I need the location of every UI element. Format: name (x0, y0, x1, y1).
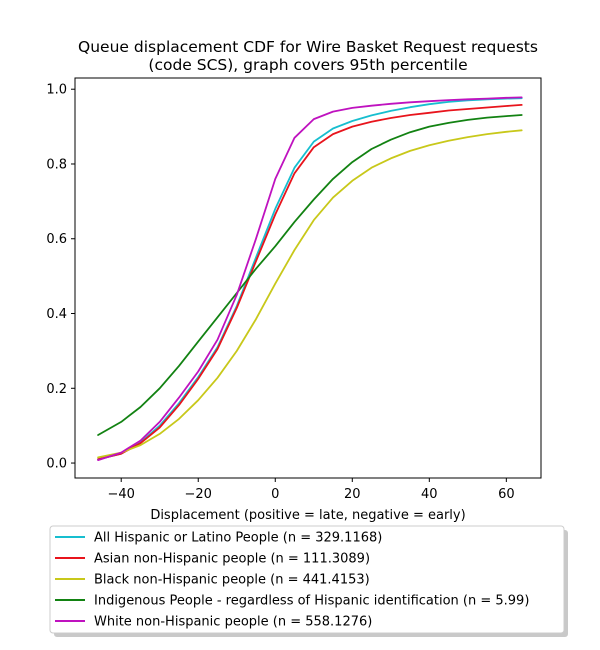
x-tick-label: −20 (185, 487, 212, 502)
legend-label-4: Indigenous People - regardless of Hispan… (94, 594, 529, 609)
legend-label-5: White non-Hispanic people (n = 558.1276) (94, 615, 372, 630)
legend: All Hispanic or Latino People (n = 329.1… (49, 525, 568, 637)
x-tick-label: 60 (498, 487, 515, 502)
series-line-4 (97, 114, 523, 436)
y-tick-label: 0.6 (46, 232, 67, 247)
series-line-2 (97, 104, 523, 461)
y-tick-label: 0.8 (46, 157, 67, 172)
y-axis-ticks: 0.0 0.2 0.4 0.6 0.8 1.0 (46, 83, 75, 472)
chart-subtitle: (code SCS), graph covers 95th percentile (148, 56, 467, 74)
legend-label-3: Black non-Hispanic people (n = 441.4153) (94, 573, 370, 588)
y-tick-label: 0.0 (46, 457, 67, 472)
x-tick-label: 40 (421, 487, 438, 502)
y-tick-label: 1.0 (46, 83, 67, 98)
legend-box (49, 525, 565, 634)
x-tick-label: 20 (344, 487, 361, 502)
y-tick-label: 0.4 (46, 307, 67, 322)
x-tick-label: −40 (107, 487, 134, 502)
y-tick-label: 0.2 (46, 382, 67, 397)
x-axis-label: Displacement (positive = late, negative … (150, 508, 465, 523)
legend-label-2: Asian non-Hispanic people (n = 111.3089) (94, 552, 370, 567)
series-line-3 (97, 129, 523, 459)
x-tick-label: 0 (271, 487, 279, 502)
legend-items: All Hispanic or Latino People (n = 329.1… (55, 531, 529, 630)
plot-frame (74, 77, 542, 479)
series-line-5 (97, 96, 523, 461)
plot-lines (97, 96, 523, 461)
legend-label-1: All Hispanic or Latino People (n = 329.1… (94, 531, 382, 546)
x-axis-ticks: −40 −20 0 20 40 60 (107, 478, 515, 502)
series-line-1 (97, 97, 523, 461)
chart-title: Queue displacement CDF for Wire Basket R… (78, 38, 538, 56)
